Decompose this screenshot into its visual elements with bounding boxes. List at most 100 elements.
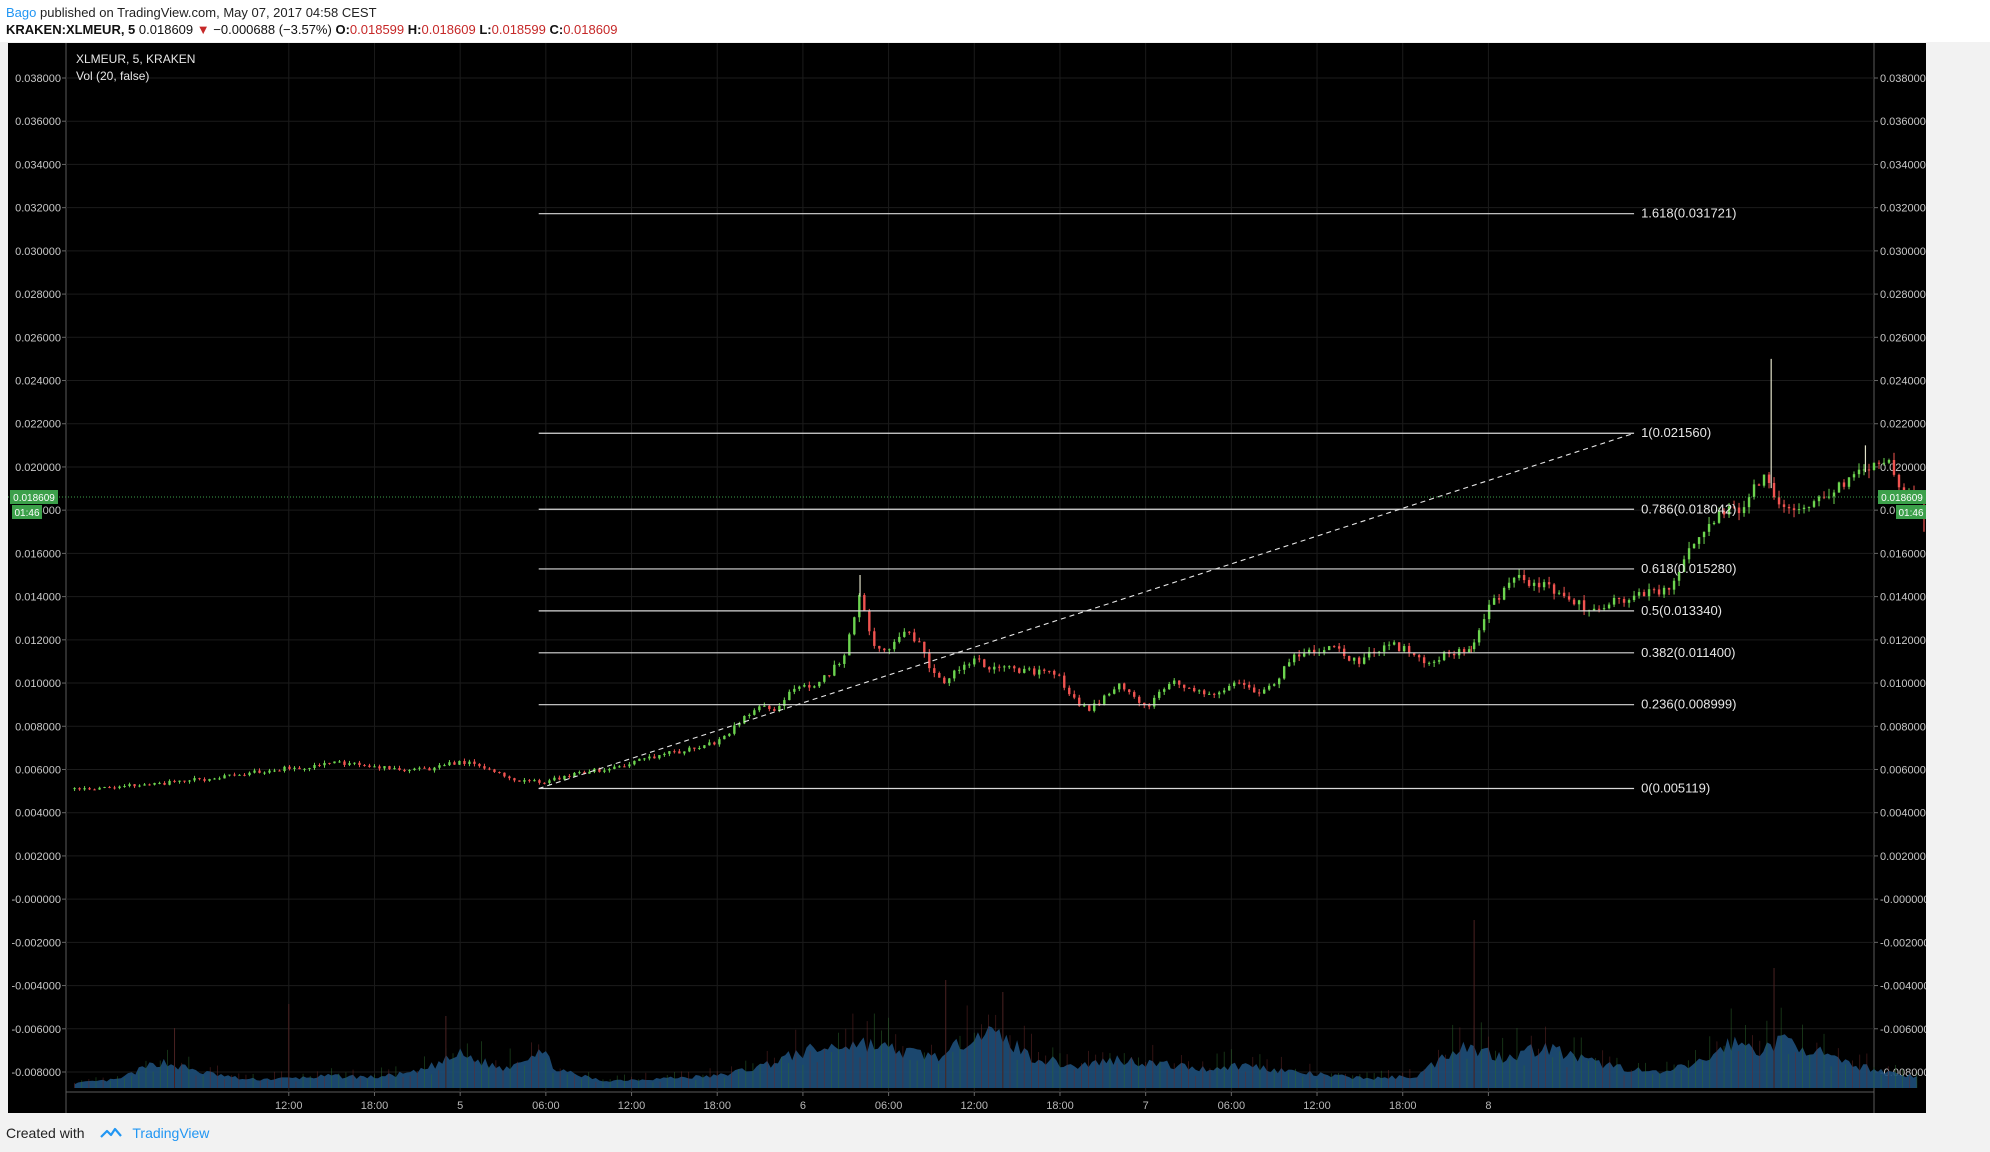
candle-body: [288, 766, 291, 769]
candle-body: [358, 762, 361, 766]
candle-body: [318, 764, 321, 766]
candle-body: [1667, 587, 1671, 590]
candle-body: [1417, 655, 1421, 658]
y-tick-label-left: 0.024000: [15, 376, 61, 388]
candle-body: [1532, 582, 1536, 586]
candle-body: [1153, 697, 1156, 707]
candle-body: [858, 595, 861, 618]
last-price-tag-label-left: 0.018609: [13, 493, 55, 504]
candle-body: [673, 751, 676, 753]
candle-body: [1432, 661, 1436, 663]
candle-body: [803, 685, 806, 687]
candle-body: [168, 780, 171, 785]
candle-body: [793, 688, 796, 692]
candle-body: [253, 770, 256, 773]
published-text: published on TradingView.com, May 07, 20…: [40, 5, 377, 20]
candle-body: [123, 785, 126, 787]
candle-body: [1752, 484, 1756, 497]
y-tick-label-left: 0.014000: [15, 592, 61, 604]
candle-body: [238, 774, 241, 776]
candle-body: [548, 780, 551, 783]
candle-body: [518, 780, 521, 782]
candle-body: [573, 772, 576, 777]
x-tick-label: 18:00: [1389, 1100, 1417, 1112]
candle-body: [1193, 688, 1196, 692]
candle-body: [173, 780, 176, 782]
tradingview-logo-icon: [100, 1127, 123, 1138]
candle-body: [1183, 684, 1186, 688]
candle-body: [1297, 654, 1301, 657]
candle-body: [1023, 668, 1026, 673]
candle-body: [928, 653, 931, 669]
y-tick-label-right: 0.028000: [1880, 289, 1926, 301]
candle-body: [1038, 669, 1041, 675]
candle-body: [1083, 705, 1086, 707]
y-tick-label-right: 0.038000: [1880, 73, 1926, 85]
candle-body: [1208, 693, 1211, 695]
candle-body: [448, 762, 451, 766]
candle-body: [243, 774, 246, 776]
x-tick-label: 6: [800, 1100, 806, 1112]
fib-level-label: 0(0.005119): [1641, 781, 1710, 796]
candle-body: [1762, 474, 1766, 486]
candle-body: [603, 770, 606, 772]
candle-body: [1382, 645, 1386, 652]
candle-body: [1203, 690, 1206, 695]
candle-body: [628, 764, 631, 767]
candle-body: [1787, 506, 1791, 509]
candle-body: [878, 645, 881, 649]
candle-body: [708, 742, 711, 746]
candle-body: [483, 766, 486, 769]
created-with-text: Created with: [6, 1125, 85, 1141]
tradingview-link[interactable]: TradingView: [132, 1125, 210, 1141]
candle-body: [883, 648, 886, 651]
candle-body: [133, 784, 136, 787]
low-label: L:: [479, 22, 492, 37]
candle-body: [1233, 682, 1236, 687]
y-tick-label-left: 0.006000: [15, 764, 61, 776]
candle-body: [1362, 657, 1366, 664]
candle-body: [1632, 595, 1636, 601]
x-tick-label: 18:00: [703, 1100, 731, 1112]
header-bar: Bago published on TradingView.com, May 0…: [0, 0, 1990, 42]
candle-body: [1367, 651, 1371, 658]
candle-body: [948, 678, 951, 684]
y-tick-label-right: 0.030000: [1880, 246, 1926, 258]
candle-body: [853, 617, 856, 635]
publisher-link[interactable]: Bago: [6, 5, 37, 20]
low-value: 0.018599: [491, 22, 546, 37]
candle-body: [1547, 582, 1551, 585]
candle-body: [1867, 469, 1871, 471]
candle-body: [1302, 653, 1306, 657]
candle-body: [873, 631, 876, 646]
y-tick-label-left: 0.004000: [15, 808, 61, 820]
candle-body: [398, 768, 401, 770]
candle-body: [408, 770, 411, 772]
candle-body: [1213, 693, 1216, 695]
candle-body: [1802, 507, 1806, 510]
candle-body: [1477, 630, 1481, 643]
candle-body: [923, 641, 926, 654]
candle-body: [1522, 574, 1526, 581]
candle-body: [1517, 574, 1521, 578]
price-chart[interactable]: 0.038000 0.038000 0.036000 0.036000 0.034000…: [8, 43, 1926, 1113]
candle-body: [808, 685, 811, 688]
fib-level-label: 1(0.021560): [1641, 425, 1711, 440]
last-price-tag-left: [10, 490, 58, 505]
y-tick-label-left: 0.002000: [15, 851, 61, 863]
candle-body: [1657, 589, 1661, 595]
candle-body: [1592, 608, 1596, 611]
candle-body: [278, 770, 281, 772]
chart-panel[interactable]: 0.038000 0.038000 0.036000 0.036000 0.034000…: [8, 43, 1926, 1113]
candle-body: [1892, 460, 1896, 475]
candle-body: [1607, 604, 1611, 609]
trend-line[interactable]: [538, 432, 1635, 790]
fib-level-label: 0.382(0.011400): [1641, 645, 1735, 660]
candle-body: [763, 705, 766, 707]
candle-body: [1877, 462, 1881, 464]
candle-body: [598, 768, 601, 772]
candle-body: [1178, 680, 1181, 685]
candle-body: [508, 776, 511, 779]
candle-body: [1872, 462, 1876, 470]
y-tick-label-right: -0.002000: [1880, 937, 1926, 949]
